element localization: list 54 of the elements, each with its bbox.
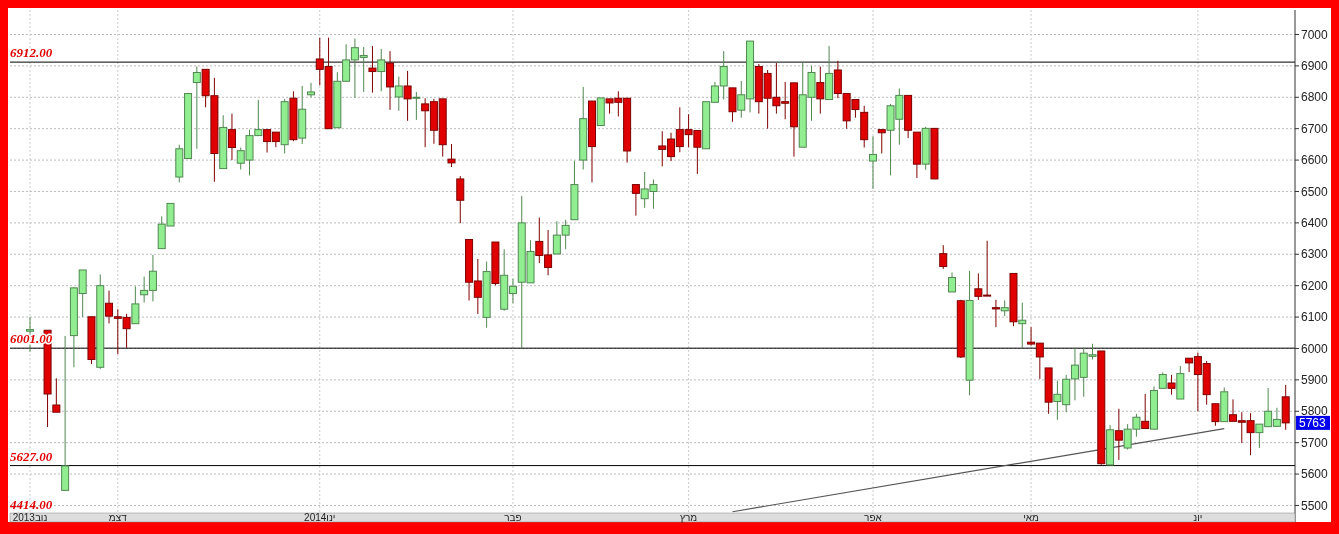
candlestick (868, 135, 877, 190)
y-tick-label: 5600 (1301, 467, 1329, 482)
candlestick (227, 113, 236, 161)
x-tick-label: אפר (864, 512, 883, 523)
x-tick-label: יונ (1193, 512, 1203, 523)
y-tick-label: 6800 (1301, 90, 1329, 105)
ref-line-label: 5627.00 (10, 448, 53, 464)
candlestick (948, 271, 957, 293)
candlestick (403, 70, 412, 122)
annotation: 4414.00 (9, 497, 53, 512)
candlestick (192, 66, 201, 150)
candlestick (447, 143, 456, 168)
candlestick (52, 377, 61, 413)
x-tick-label: מרץ (679, 512, 698, 523)
candlestick (939, 244, 948, 270)
y-tick-label: 6200 (1301, 278, 1329, 293)
y-tick-label: 5900 (1301, 373, 1329, 388)
candlestick (131, 285, 140, 325)
y-tick-label: 6700 (1301, 121, 1329, 136)
x-tick-label: 2013נוב (12, 512, 48, 523)
candlestick (386, 50, 395, 111)
candlestick (631, 184, 640, 217)
candlestick (394, 76, 403, 112)
y-tick-label: 6400 (1301, 216, 1329, 231)
y-tick-label: 6100 (1301, 310, 1329, 325)
y-tick-label: 6000 (1301, 341, 1329, 356)
candlestick (368, 45, 377, 94)
candlestick (1114, 408, 1123, 461)
candlestick (412, 91, 421, 121)
text: 5763 (1299, 416, 1327, 431)
x-tick-label: 2014ינו (304, 512, 336, 523)
candlestick (991, 299, 1000, 328)
y-tick-label: 6600 (1301, 153, 1329, 168)
x-tick-label: מאי (1023, 512, 1040, 523)
candlestick (456, 175, 465, 224)
ref-line-label: 6912.00 (10, 45, 53, 61)
candlestick (1211, 403, 1220, 427)
y-tick-label: 7000 (1301, 27, 1329, 42)
x-tick-label: פבר (504, 512, 522, 523)
candlestick (1141, 393, 1150, 430)
candlestick (1018, 302, 1027, 349)
candlestick (307, 82, 315, 98)
x-tick-label: דצמ (108, 512, 128, 523)
y-tick-label: 6300 (1301, 247, 1329, 262)
candlestick (377, 48, 386, 92)
y-tick-label: 6500 (1301, 184, 1329, 199)
candlestick (1167, 374, 1176, 396)
candlestick (816, 66, 825, 115)
candlestick (877, 129, 886, 154)
y-tick-label: 5500 (1301, 498, 1329, 513)
y-tick-label: 5700 (1301, 435, 1329, 450)
y-tick-label: 5800 (1301, 404, 1329, 419)
candlestick (728, 87, 737, 123)
y-tick-label: 6900 (1301, 59, 1329, 74)
